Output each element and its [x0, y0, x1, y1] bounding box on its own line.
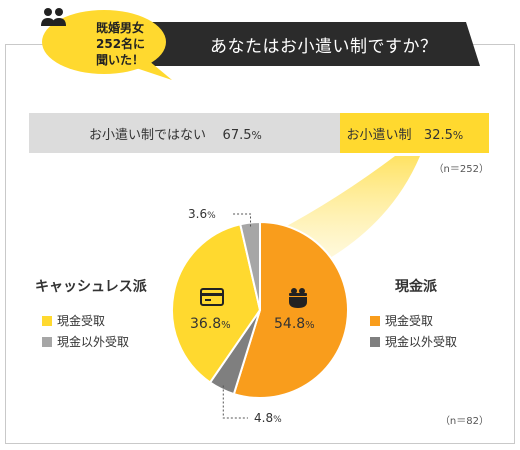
legend-label: 現金以外受取 [385, 335, 458, 349]
bar-value: 67.5 [222, 128, 252, 143]
bar-label-not-allowance: お小遣い制ではない 67.5% [89, 124, 262, 143]
unit: % [251, 129, 262, 142]
pie-label-cash-noncash: 4.8% [254, 411, 282, 425]
pie-slice-cashless [171, 223, 262, 384]
legend-item: 現金以外受取 [370, 333, 457, 350]
question-banner: あなたはお小遣い制ですか？ [118, 18, 480, 70]
sample-size-pie: （n＝82） [439, 416, 489, 427]
legend-item: 現金受取 [370, 312, 433, 329]
legend-label: 現金受取 [57, 314, 106, 328]
question-title: あなたはお小遣い制ですか？ [210, 37, 438, 57]
banner-shape [118, 22, 480, 66]
legend-title-cashless: キャッシュレス派 [35, 279, 147, 295]
slice-value: 36.8 [190, 316, 222, 332]
pie-slice-cashless-noncash [239, 220, 261, 311]
legend-item: 現金受取 [42, 312, 105, 329]
bar-segment-allowance [339, 113, 489, 153]
bar-category: お小遣い制ではない [89, 128, 207, 143]
unit: % [207, 211, 216, 221]
credit-card-icon [200, 288, 224, 306]
legend-title-cash: 現金派 [395, 279, 437, 295]
legend-swatch [370, 336, 380, 347]
slice-value: 3.6 [188, 207, 208, 221]
bubble-text: 既婚男女 252名に 聞いた！ [96, 20, 166, 68]
bubble-line: 既婚男女 [96, 21, 145, 35]
unit: % [452, 129, 464, 142]
people-icon [41, 8, 66, 26]
pie-label-cash: 54.8% [274, 316, 315, 332]
allowance-stacked-bar: お小遣い制ではない 67.5% お小遣い制 32.5% [29, 113, 489, 153]
bubble-line: 聞いた！ [96, 53, 145, 67]
pie-label-cashless-noncash: 3.6% [188, 207, 216, 221]
leader-line-cashless-noncash [232, 213, 252, 227]
unit: % [273, 415, 282, 425]
leader-line-cash-noncash [222, 385, 248, 419]
pie-slice-cash [232, 220, 349, 399]
slice-value: 54.8 [274, 316, 306, 332]
slice-value: 4.8 [254, 411, 274, 425]
bar-category: お小遣い制 [346, 128, 412, 143]
respondents-bubble: 既婚男女 252名に 聞いた！ [40, 6, 176, 84]
pie-label-cashless: 36.8% [190, 316, 231, 332]
unit: % [221, 320, 231, 331]
coin-purse-icon [289, 288, 307, 308]
legend-label: 現金以外受取 [57, 335, 130, 349]
legend-label: 現金受取 [385, 314, 434, 328]
bar-value: 32.5 [423, 128, 453, 143]
bar-segment-not-allowance [29, 113, 340, 153]
bubble-line: 252名に [96, 37, 146, 51]
bar-label-allowance: お小遣い制 32.5% [347, 124, 464, 143]
legend-item: 現金以外受取 [42, 333, 129, 350]
legend-swatch [370, 315, 380, 326]
bubble-shape [42, 10, 172, 80]
legend-swatch [42, 315, 52, 326]
sample-size-bar: （n＝252） [433, 164, 489, 175]
unit: % [305, 320, 315, 331]
legend-swatch [42, 336, 52, 347]
